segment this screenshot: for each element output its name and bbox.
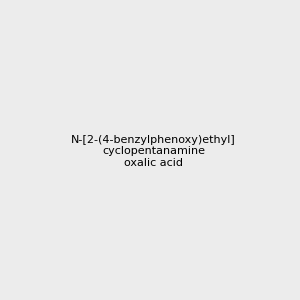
Text: N-[2-(4-benzylphenoxy)ethyl]
cyclopentanamine
oxalic acid: N-[2-(4-benzylphenoxy)ethyl] cyclopentan… <box>71 135 236 168</box>
